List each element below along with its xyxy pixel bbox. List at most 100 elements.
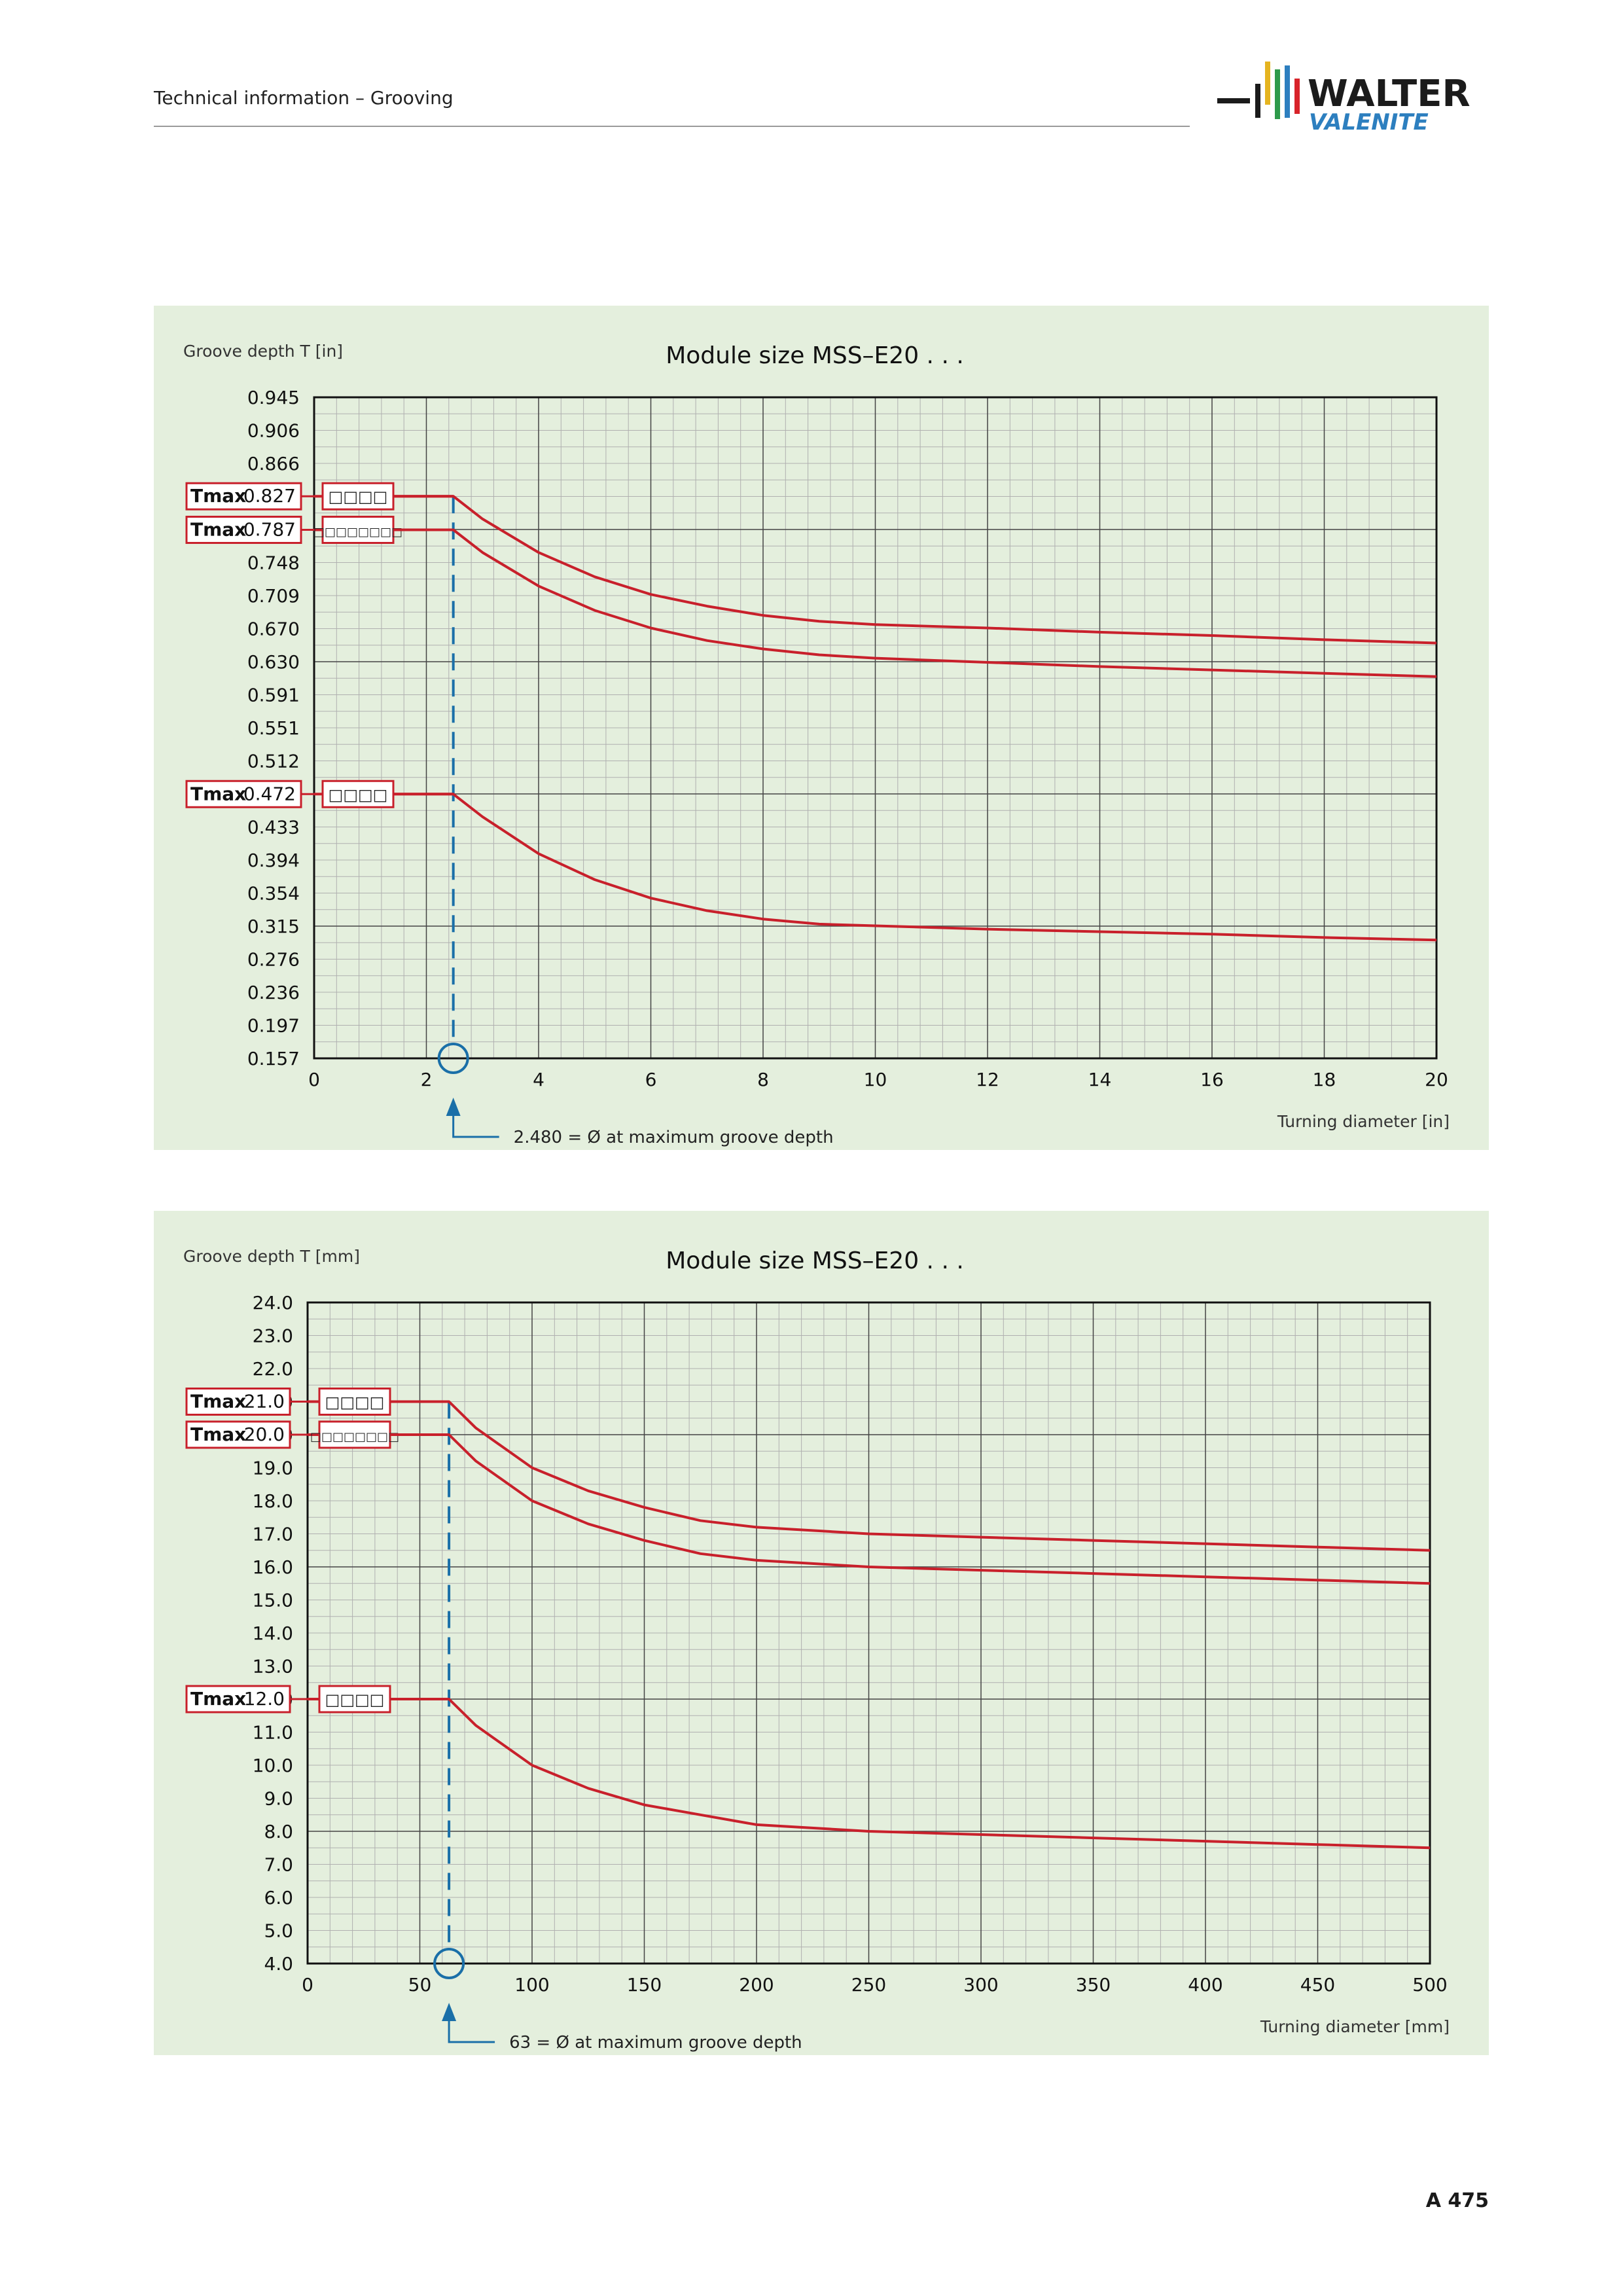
y-tick-label: 0.315: [247, 916, 300, 937]
x-axis-label: Turning diameter [in]: [1277, 1112, 1450, 1131]
max-depth-circle-marker: [437, 1043, 469, 1074]
series-curve: [308, 1433, 1431, 1585]
insert-code-box: [318, 1388, 391, 1416]
y-tick-label: 0.591: [247, 685, 300, 706]
max-depth-label: 63 = Ø at maximum groove depth: [509, 2033, 802, 2053]
x-tick-label: 300: [963, 1974, 998, 1996]
page-header-title: Technical information – Grooving: [154, 87, 454, 109]
tmax-label-text: Tmax: [190, 485, 246, 507]
tmax-label-box: [185, 516, 302, 545]
x-tick-label: 20: [1425, 1069, 1448, 1090]
y-tick-label: 23.0: [253, 1325, 293, 1347]
series-curve: [314, 793, 1437, 942]
insert-code-text: □□□□: [325, 1393, 385, 1412]
insert-code-box: [318, 1420, 391, 1449]
chart-title: Module size MSS–E20 . . .: [666, 1247, 964, 1274]
y-tick-label: 18.0: [253, 1490, 293, 1512]
x-axis-label: Turning diameter [mm]: [1260, 2017, 1450, 2036]
y-tick-label: 19.0: [253, 1458, 293, 1479]
x-tick-label: 500: [1412, 1974, 1447, 1996]
y-tick-label: 16.0: [253, 1556, 293, 1578]
x-tick-label: 12: [976, 1069, 999, 1090]
series-curve: [308, 1400, 1431, 1552]
tmax-label-box: [185, 1685, 291, 1713]
logo-bar-yellow: [1265, 62, 1270, 105]
series-curve: [314, 528, 1437, 678]
tmax-label-box: [185, 1420, 291, 1449]
y-tick-label: 11.0: [253, 1722, 293, 1744]
logo-bar-red: [1294, 79, 1300, 114]
y-tick-label: 0.670: [247, 619, 300, 640]
logo-text-valenite: VALENITE: [1309, 109, 1429, 134]
tmax-label-box: [185, 482, 302, 511]
y-tick-label: 17.0: [253, 1524, 293, 1545]
y-tick-label: 22.0: [253, 1358, 293, 1380]
logo-text-walter: WALTER: [1308, 73, 1471, 115]
insert-code-text: □□□□□□□□: [310, 1430, 399, 1444]
max-depth-circle-marker: [433, 1948, 465, 1979]
series-curve: [314, 495, 1437, 645]
max-depth-label: 2.480 = Ø at maximum groove depth: [514, 1128, 834, 1147]
x-tick-label: 14: [1088, 1069, 1112, 1090]
x-tick-label: 100: [514, 1974, 549, 1996]
insert-code-text: □□□□□□□□: [313, 526, 402, 539]
x-tick-label: 18: [1313, 1069, 1336, 1090]
tmax-value-text: 21.0: [244, 1391, 285, 1412]
y-tick-label: 0.945: [247, 387, 300, 408]
y-tick-label: 14.0: [253, 1623, 293, 1644]
y-tick-label: 0.866: [247, 453, 300, 475]
x-tick-label: 6: [645, 1069, 657, 1090]
tmax-label-text: Tmax: [190, 1424, 246, 1445]
y-tick-label: 0.512: [247, 751, 300, 772]
page-number: A 475: [1425, 2189, 1489, 2212]
max-depth-leader-line: [452, 1115, 499, 1138]
tmax-value-text: 0.827: [243, 485, 296, 507]
x-tick-label: 10: [864, 1069, 887, 1090]
y-tick-label: 0.276: [247, 949, 300, 971]
x-tick-label: 350: [1076, 1974, 1111, 1996]
y-tick-label: 9.0: [264, 1788, 293, 1810]
x-tick-label: 0: [308, 1069, 320, 1090]
y-tick-label: 0.630: [247, 651, 300, 673]
y-tick-label: 6.0: [264, 1887, 293, 1909]
y-tick-label: 13.0: [253, 1656, 293, 1677]
y-tick-label: 0.709: [247, 585, 300, 607]
insert-code-text: □□□□: [329, 488, 388, 506]
x-tick-label: 150: [627, 1974, 662, 1996]
tmax-value-text: 0.787: [243, 519, 296, 541]
tmax-label-text: Tmax: [190, 783, 246, 804]
logo-bar-blue: [1285, 65, 1290, 118]
insert-code-box: [321, 516, 395, 545]
x-tick-label: 400: [1188, 1974, 1222, 1996]
insert-code-text: □□□□: [325, 1691, 385, 1709]
y-tick-label: 0.394: [247, 850, 300, 871]
y-tick-label: 5.0: [264, 1920, 293, 1942]
x-tick-label: 8: [757, 1069, 769, 1090]
plot-area-frame: [306, 1301, 1431, 1965]
y-tick-label: 10.0: [253, 1755, 293, 1776]
tmax-value-text: 0.472: [243, 783, 296, 804]
y-tick-label: 4.0: [264, 1953, 293, 1975]
insert-code-box: [318, 1685, 391, 1713]
logo-bar-green: [1275, 69, 1280, 119]
x-tick-label: 200: [739, 1974, 774, 1996]
logo-bar-dash: [1217, 98, 1250, 103]
groove-depth-chart-mm: 0 50 100 150 200 250 300 350 400 450 500 4.0 5.0 6.0 7…: [183, 1247, 1450, 2053]
logo-bar-black: [1255, 84, 1260, 118]
header-divider: [154, 126, 1190, 127]
tmax-label-box: [185, 1388, 291, 1416]
insert-code-text: □□□□: [329, 785, 388, 804]
y-tick-label: 8.0: [264, 1821, 293, 1842]
max-depth-arrow-icon: [442, 2003, 457, 2021]
tmax-value-text: 20.0: [244, 1424, 285, 1445]
y-tick-label: 0.236: [247, 982, 300, 1003]
y-tick-label: 0.906: [247, 420, 300, 442]
series-curve: [308, 1698, 1431, 1850]
y-tick-label: 0.197: [247, 1015, 300, 1037]
tmax-value-text: 12.0: [244, 1688, 285, 1710]
tmax-label-text: Tmax: [190, 519, 246, 541]
tmax-label-text: Tmax: [190, 1391, 246, 1412]
plot-area-frame: [313, 396, 1438, 1060]
x-tick-label: 4: [533, 1069, 544, 1090]
x-tick-label: 450: [1300, 1974, 1335, 1996]
